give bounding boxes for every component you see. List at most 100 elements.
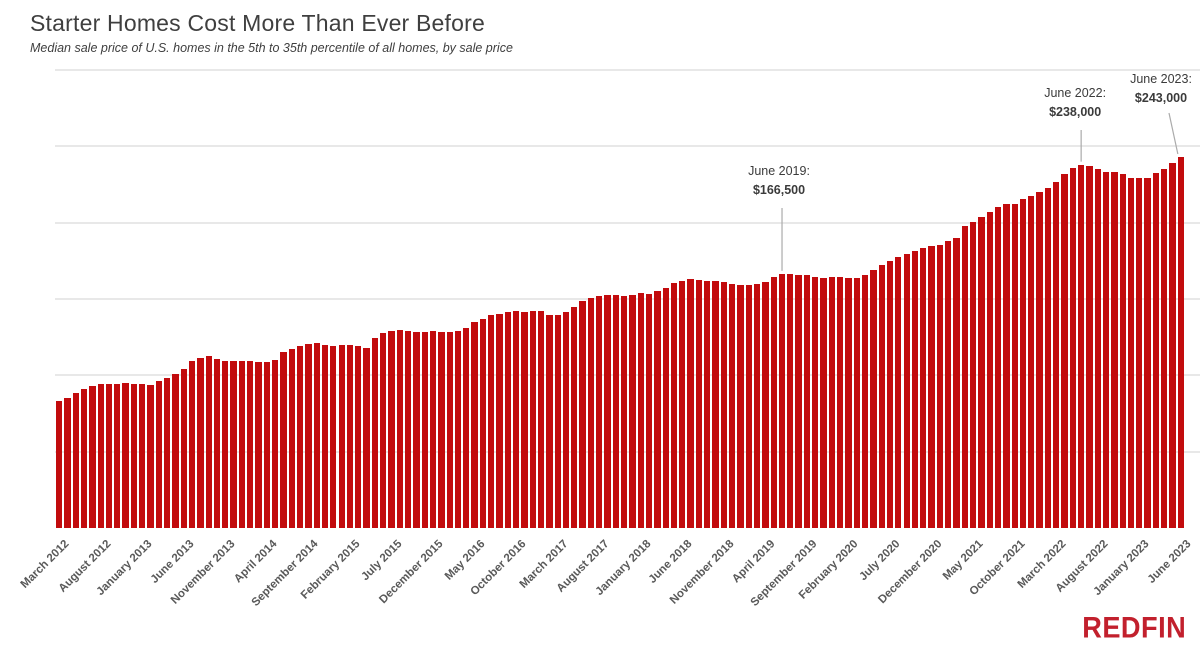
bar [845,277,852,528]
bar [695,279,703,528]
bar [296,345,304,528]
bar [645,293,653,528]
annotation-value: $243,000 [1134,91,1188,105]
bar [745,284,752,528]
bar [330,345,337,528]
bar [737,284,744,528]
bar [621,296,628,528]
bar [346,344,354,528]
bar [837,276,844,528]
bar [795,274,802,528]
bar [56,400,63,528]
bar [338,344,345,528]
bar [238,360,246,528]
bar [670,283,678,528]
bar [64,397,71,528]
bar [1094,168,1101,528]
bar [197,357,204,528]
bar [787,273,794,528]
bar [222,360,229,528]
annotation-value: $238,000 [1049,105,1102,119]
annotation-label: June 2019: [748,164,810,178]
bar [155,381,162,528]
bar [571,306,578,528]
bar [704,280,711,528]
bar [454,331,462,528]
bar [554,315,561,528]
bar [1177,157,1184,528]
gridline-200000 [55,221,1200,224]
bar [1169,163,1176,528]
bar [72,392,79,528]
bar [164,378,171,528]
bar [521,312,528,528]
bar [1061,173,1068,528]
bar [139,383,146,528]
bar [1077,164,1085,528]
bar [828,276,836,528]
bar [895,257,902,528]
bar [861,274,869,528]
bar [812,276,819,528]
gridline-50000 [55,450,1200,453]
bar [438,331,445,528]
bar [89,386,96,528]
bar [662,287,669,528]
chart-subtitle: Median sale price of U.S. homes in the 5… [30,41,513,55]
bar [263,362,271,528]
bar [371,337,379,528]
bar [870,270,877,528]
annotation-value: $166,500 [752,183,806,197]
bar [421,331,428,528]
bar [596,296,603,528]
bar [479,318,487,528]
bar [886,260,894,528]
bar [172,373,179,528]
bar [1011,203,1018,528]
bar [380,333,387,528]
bar [122,383,129,528]
bar [1069,167,1076,528]
bar [986,212,993,528]
bar [1019,199,1027,528]
bar [280,352,287,528]
bar [396,330,403,528]
bar [305,344,312,528]
bar [1144,178,1151,528]
bar [1086,166,1093,528]
redfin-logo: REDFIN [1081,611,1186,644]
bar [1161,169,1168,528]
bar [429,331,437,528]
bar [878,265,885,528]
bar [604,295,611,528]
bar [903,254,910,528]
bar [945,241,952,528]
bar [413,331,420,528]
bar [762,282,769,528]
bar [213,359,221,528]
bar [247,360,254,528]
annotation-june-2023: June 2023: $243,000 [1101,70,1200,108]
bar [953,237,960,528]
gridline-250000 [55,145,1200,148]
bar [546,315,553,528]
bar [512,311,520,528]
bar [388,331,395,528]
bar [928,246,935,528]
bar [1102,172,1110,528]
annotation-june-2019: June 2019: $166,500 [719,162,839,200]
bar [537,311,545,528]
bar [80,389,88,528]
chart-title: Starter Homes Cost More Than Ever Before [30,10,485,36]
bar [803,275,811,528]
bar [920,247,927,528]
bar [255,361,262,528]
bar [471,321,478,528]
bar [130,383,138,528]
callout-line [1168,112,1179,155]
bar [911,250,919,528]
annotation-june-2022: June 2022: $238,000 [1015,84,1135,122]
bar [404,331,412,528]
